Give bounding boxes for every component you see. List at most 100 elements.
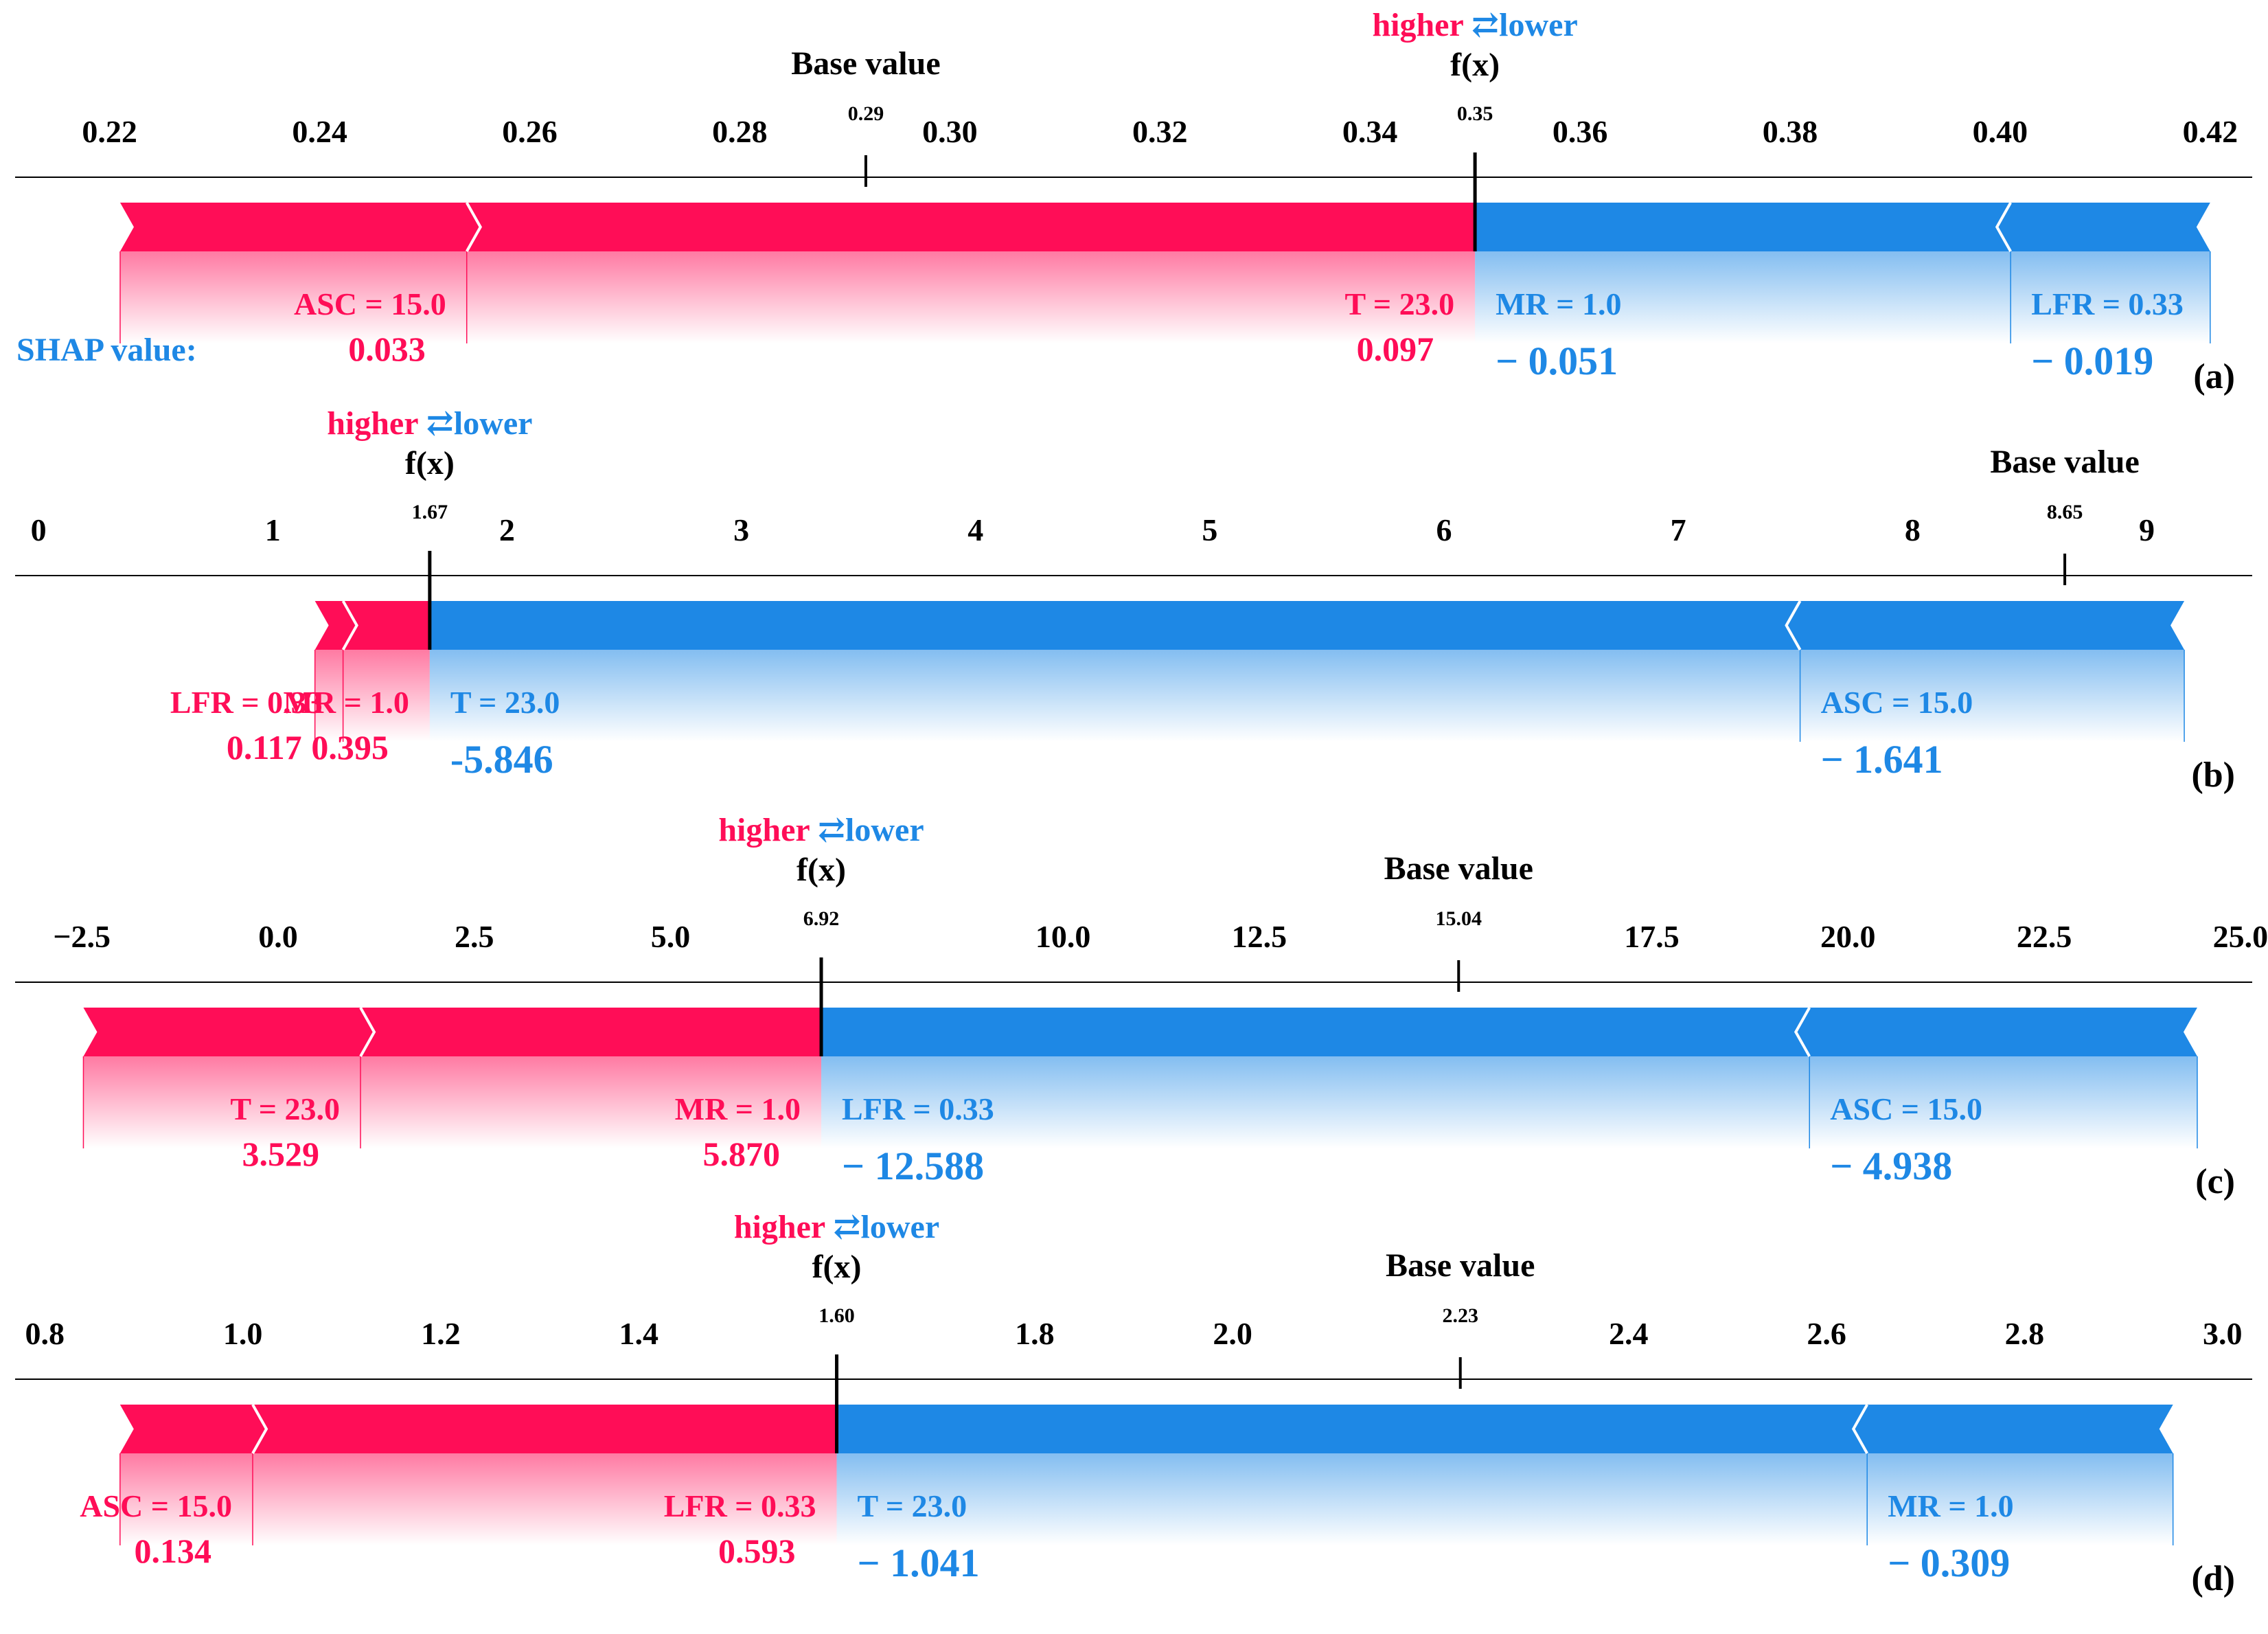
x-tick-label: 22.5 xyxy=(2017,919,2072,954)
legend-arrow: ⇄ xyxy=(426,405,454,442)
x-tick-label: 3.0 xyxy=(2203,1316,2243,1351)
shap-value-negative: − 0.019 xyxy=(2031,339,2153,383)
fx-label: 1.67 xyxy=(412,501,448,523)
feature-label-positive: LFR = 0.33 xyxy=(664,1488,816,1523)
legend-arrow: ⇄ xyxy=(833,1209,860,1245)
feature-label-negative: LFR = 0.33 xyxy=(842,1091,994,1126)
x-tick-label: 9 xyxy=(2139,512,2155,547)
positive-gradient-fan xyxy=(119,251,1476,343)
legend-lower: lower xyxy=(845,812,924,848)
positive-gradient-fan xyxy=(314,650,430,742)
legend-arrow: ⇄ xyxy=(1471,7,1499,43)
panel-label: (a) xyxy=(2193,357,2235,396)
base-value-label: 2.23 xyxy=(1442,1304,1478,1327)
feature-label-negative: ASC = 15.0 xyxy=(1830,1091,1982,1126)
positive-bar-segment xyxy=(466,203,1476,251)
x-tick-label: 1.2 xyxy=(421,1316,461,1351)
fx-title: f(x) xyxy=(812,1249,862,1285)
x-tick-label: 7 xyxy=(1671,512,1686,547)
negative-bar-segment xyxy=(1997,203,2210,251)
feature-label-positive: MR = 1.0 xyxy=(283,685,409,720)
x-tick-label: 2.6 xyxy=(1807,1316,1846,1351)
shap-value-negative: − 12.588 xyxy=(842,1144,984,1188)
x-tick-label: −2.5 xyxy=(53,919,111,954)
segment-separator xyxy=(1851,1404,1868,1454)
fx-title: f(x) xyxy=(405,445,455,481)
feature-label-positive: T = 23.0 xyxy=(1345,286,1455,321)
segment-separator xyxy=(1794,1007,1811,1057)
fx-label: 6.92 xyxy=(803,907,840,930)
feature-label-negative: T = 23.0 xyxy=(450,685,560,720)
higher-lower-legend: higher ⇄lower xyxy=(1372,7,1577,43)
force-plot-panel-a: 0.22 0.24 0.26 0.28 0.30 0.32 0.34 0.36 0.38 0.40… xyxy=(15,7,2252,396)
shap-value-negative: − 1.641 xyxy=(1821,737,1943,782)
feature-label-positive: ASC = 15.0 xyxy=(294,286,446,321)
x-tick-label: 2.0 xyxy=(1213,1316,1252,1351)
base-value-title: Base value xyxy=(1386,1247,1535,1284)
feature-label-negative: T = 23.0 xyxy=(858,1488,967,1523)
segment-separator xyxy=(465,202,483,252)
x-tick-label: 5.0 xyxy=(651,919,691,954)
base-value-title: Base value xyxy=(1990,444,2139,480)
shap-value-positive: 0.117 xyxy=(227,728,302,767)
positive-bar-segment xyxy=(119,203,481,251)
panel-label: (b) xyxy=(2191,756,2235,795)
x-tick-label: 1.8 xyxy=(1015,1316,1055,1351)
x-tick-label: 1.4 xyxy=(619,1316,658,1351)
positive-bar-segment xyxy=(314,601,357,650)
x-tick-label: 0.0 xyxy=(258,919,298,954)
positive-bar-segment xyxy=(252,1405,837,1453)
legend-higher: higher xyxy=(734,1209,833,1245)
negative-bar-segment xyxy=(1786,601,2185,650)
higher-lower-legend: higher ⇄lower xyxy=(718,812,924,848)
x-tick-label: 3 xyxy=(733,512,749,547)
positive-gradient-fan xyxy=(83,1056,822,1148)
feature-label-negative: MR = 1.0 xyxy=(1496,286,1621,321)
negative-gradient-fan xyxy=(836,1453,2173,1545)
segment-separator xyxy=(251,1404,268,1454)
shap-value-positive: 3.529 xyxy=(242,1135,319,1173)
x-tick-label: 0.22 xyxy=(82,114,137,149)
legend-lower: lower xyxy=(861,1209,940,1245)
legend-lower: lower xyxy=(454,405,533,442)
x-tick-label: 5 xyxy=(1202,512,1217,547)
x-tick-label: 17.5 xyxy=(1624,919,1680,954)
negative-bar-segment xyxy=(1853,1405,2173,1453)
x-tick-label: 0.30 xyxy=(922,114,978,149)
negative-gradient-fan xyxy=(1475,251,2210,343)
positive-bar-segment xyxy=(119,1405,266,1453)
base-value-label: 15.04 xyxy=(1436,907,1482,930)
base-value-label: 8.65 xyxy=(2047,501,2083,523)
force-plot-panel-d: 0.8 1.0 1.2 1.4 1.8 2.0 2.4 2.6 2.8 3.0 Base value… xyxy=(15,1209,2252,1598)
negative-bar-segment xyxy=(836,1405,1868,1453)
legend-higher: higher xyxy=(327,405,426,442)
x-tick-label: 0.8 xyxy=(25,1316,65,1351)
negative-bar-segment xyxy=(429,601,1800,650)
panel-label: (c) xyxy=(2195,1162,2235,1201)
shap-value-caption: SHAP value: xyxy=(16,332,197,368)
negative-gradient-fan xyxy=(821,1056,2197,1148)
positive-bar-segment xyxy=(360,1008,822,1056)
shap-value-positive: 0.097 xyxy=(1357,330,1434,368)
base-value-label: 0.29 xyxy=(848,102,884,125)
fx-label: 0.35 xyxy=(1457,102,1493,125)
shap-value-negative: − 4.938 xyxy=(1830,1144,1952,1188)
x-tick-label: 0.40 xyxy=(1973,114,2028,149)
x-tick-label: 0.32 xyxy=(1132,114,1188,149)
feature-label-positive: LFR = 0.33 xyxy=(170,685,323,720)
shap-value-positive: 0.033 xyxy=(348,330,426,368)
x-tick-label: 8 xyxy=(1905,512,1921,547)
x-tick-label: 4 xyxy=(967,512,983,547)
negative-bar-segment xyxy=(1475,203,2011,251)
shap-value-negative: − 1.041 xyxy=(858,1541,980,1585)
x-tick-label: 0 xyxy=(31,512,47,547)
fx-label: 1.60 xyxy=(818,1304,855,1327)
feature-label-negative: LFR = 0.33 xyxy=(2031,286,2184,321)
legend-arrow: ⇄ xyxy=(818,812,845,848)
x-tick-label: 2.5 xyxy=(455,919,494,954)
shap-value-positive: 0.395 xyxy=(311,728,389,767)
segment-separator xyxy=(341,600,358,650)
x-tick-label: 0.36 xyxy=(1553,114,1608,149)
